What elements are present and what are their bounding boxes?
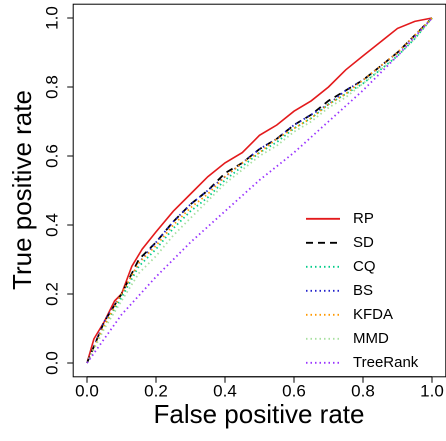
legend-label: CQ xyxy=(353,258,376,275)
y-tick-label: 0.2 xyxy=(43,282,62,306)
x-tick-label: 1.0 xyxy=(420,381,444,400)
x-tick-label: 0.0 xyxy=(75,381,99,400)
legend-label: KFDA xyxy=(353,306,393,323)
roc-line xyxy=(86,17,433,364)
x-tick-label: 0.4 xyxy=(213,381,237,400)
roc-line xyxy=(86,17,433,364)
y-tick-label: 0.6 xyxy=(43,144,62,168)
y-tick-label: 1.0 xyxy=(43,6,62,30)
x-axis-title: False positive rate xyxy=(154,399,365,429)
y-axis-title: True positive rate xyxy=(7,90,37,290)
legend-label: RP xyxy=(353,210,374,227)
x-tick-label: 0.6 xyxy=(282,381,306,400)
legend-label: BS xyxy=(353,282,373,299)
y-tick-label: 0.0 xyxy=(43,351,62,375)
legend-label: TreeRank xyxy=(353,354,419,371)
legend-label: SD xyxy=(353,234,374,251)
y-tick-label: 0.8 xyxy=(43,75,62,99)
y-tick-label: 0.4 xyxy=(43,213,62,237)
legend-label: MMD xyxy=(353,330,389,347)
x-tick-label: 0.8 xyxy=(351,381,375,400)
x-tick-label: 0.2 xyxy=(144,381,168,400)
roc-line xyxy=(86,17,433,364)
